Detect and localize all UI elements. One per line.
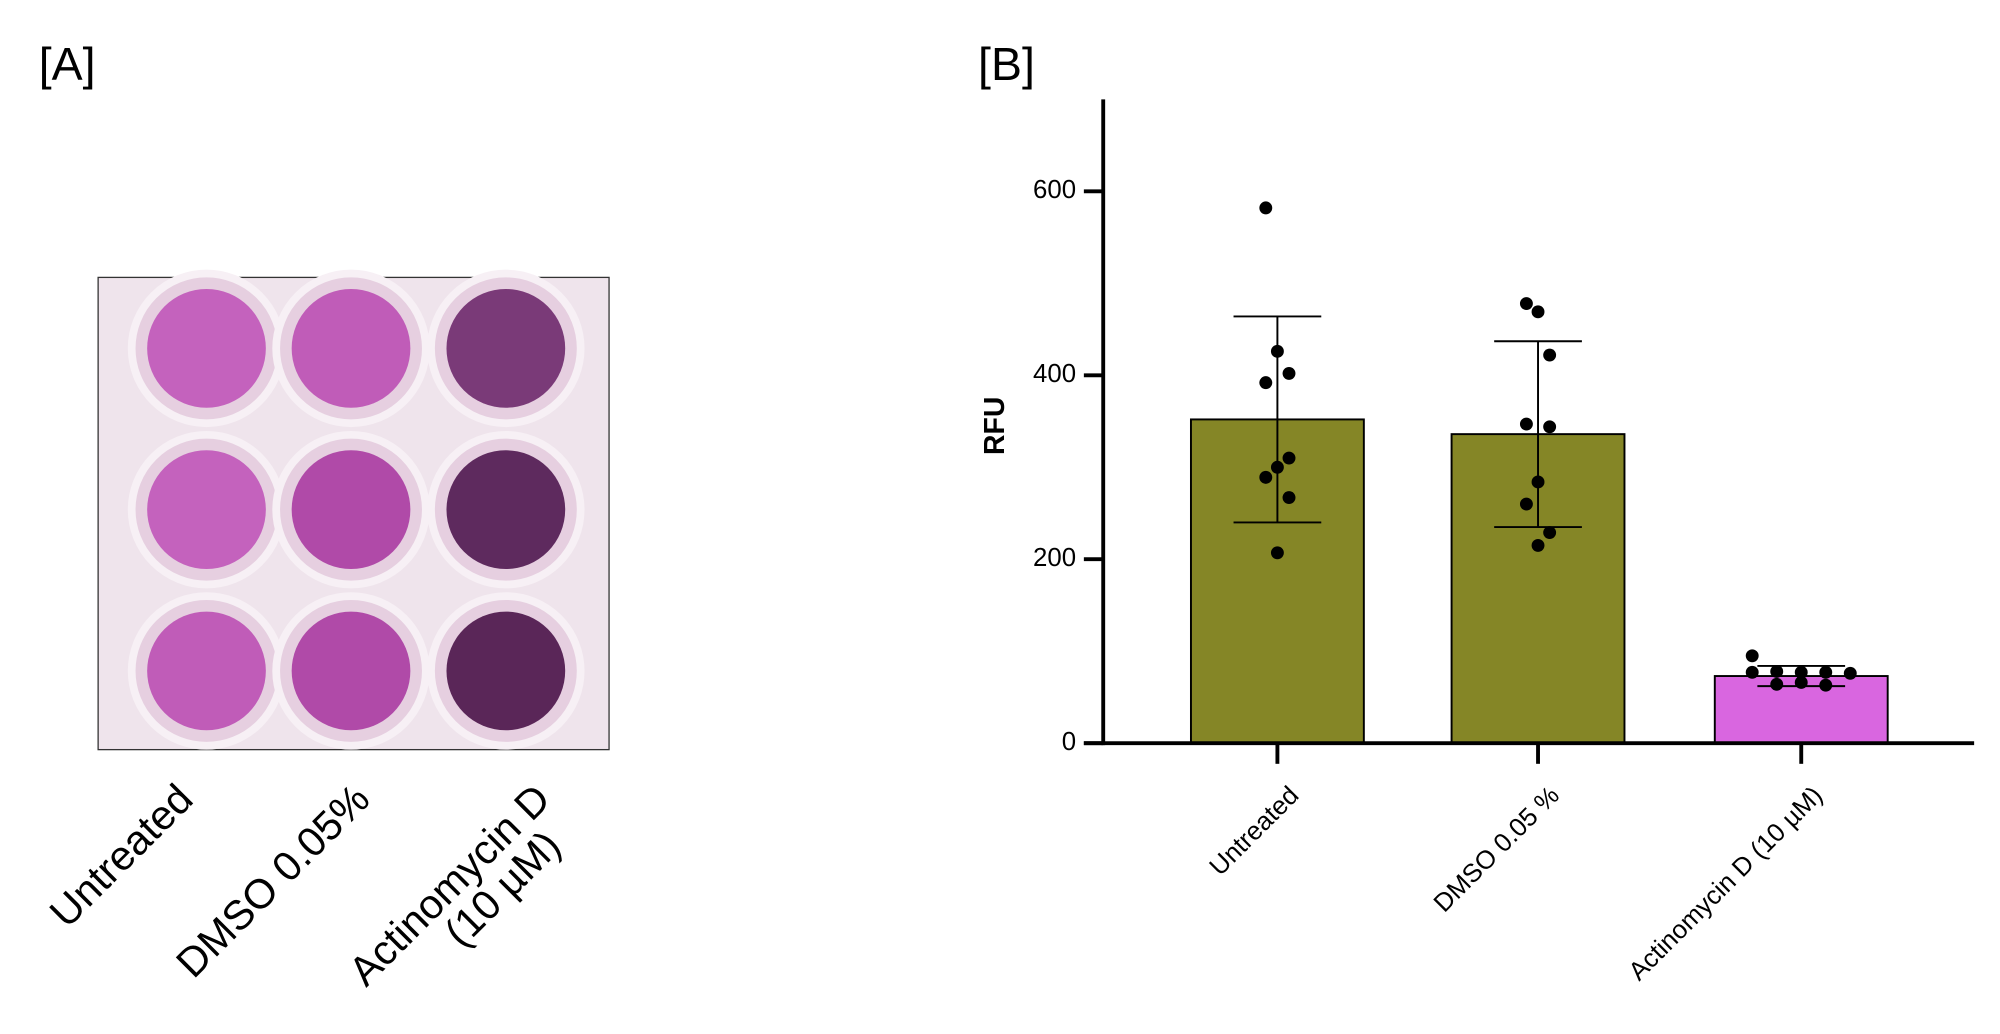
y-tick-label: 0 bbox=[1062, 728, 1076, 756]
data-point bbox=[1282, 451, 1296, 465]
data-point bbox=[1270, 344, 1284, 358]
data-point bbox=[1259, 470, 1273, 484]
data-point bbox=[1531, 475, 1545, 489]
x-tick-label: Untreated bbox=[1204, 781, 1304, 881]
data-point bbox=[1270, 460, 1284, 474]
data-point bbox=[1259, 376, 1273, 390]
data-point bbox=[1519, 497, 1533, 511]
data-point bbox=[1282, 491, 1296, 505]
y-tick-label: 600 bbox=[1033, 176, 1076, 204]
data-point bbox=[1531, 538, 1545, 552]
data-point bbox=[1794, 676, 1808, 689]
data-point bbox=[1819, 678, 1833, 692]
plate-photo bbox=[97, 269, 610, 751]
data-point bbox=[1745, 665, 1759, 679]
data-point bbox=[1843, 666, 1857, 680]
data-point bbox=[1519, 297, 1533, 310]
data-point bbox=[1531, 305, 1545, 319]
data-point bbox=[1770, 677, 1784, 691]
column-label: Untreated bbox=[41, 775, 202, 936]
data-point bbox=[1282, 366, 1296, 380]
data-point bbox=[1519, 417, 1533, 431]
data-point bbox=[1270, 546, 1284, 560]
y-tick-label: 200 bbox=[1033, 544, 1076, 572]
panel-label: [B] bbox=[978, 38, 1035, 90]
x-tick-label: Actinomycin D (10 µM) bbox=[1624, 781, 1829, 986]
panel-label: [A] bbox=[39, 38, 96, 90]
data-point bbox=[1745, 649, 1759, 663]
data-point bbox=[1259, 201, 1273, 215]
data-point bbox=[1543, 526, 1557, 540]
data-point bbox=[1794, 665, 1808, 679]
chart: RFU 0 200 400 600 Untreated DMSO 0.05 % Actinom… bbox=[979, 99, 1975, 986]
data-point bbox=[1543, 348, 1557, 362]
y-tick-label: 400 bbox=[1033, 360, 1076, 388]
data-point bbox=[1543, 420, 1557, 434]
data-point bbox=[1819, 665, 1833, 679]
data-point bbox=[1770, 664, 1784, 678]
y-axis-label: RFU bbox=[979, 397, 1011, 455]
x-tick-label: DMSO 0.05 % bbox=[1429, 781, 1565, 917]
